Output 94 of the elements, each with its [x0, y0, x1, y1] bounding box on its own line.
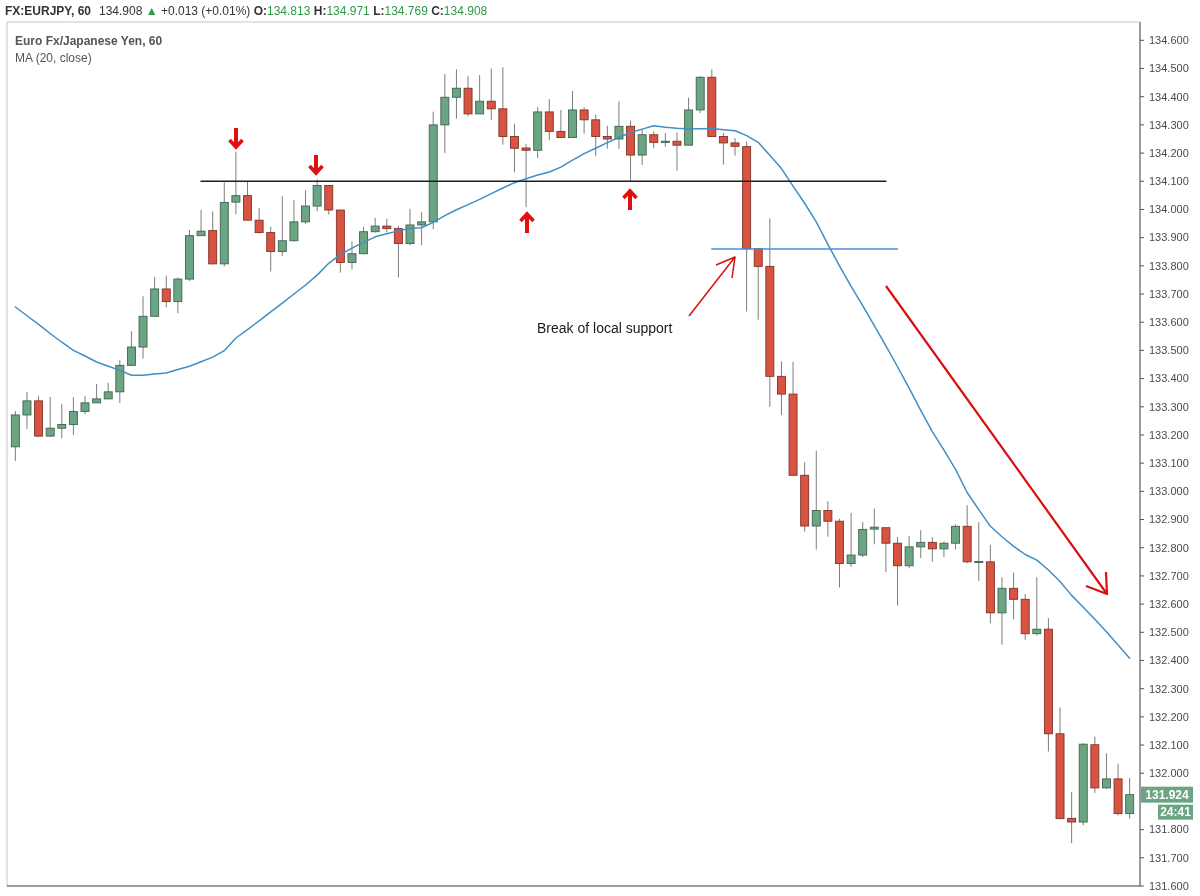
- text: Euro Fx/Japanese Yen, 60: [15, 34, 163, 48]
- candlestick: [893, 536, 902, 607]
- y-tick-label: 132.500: [1149, 626, 1189, 639]
- candlestick: [916, 529, 926, 559]
- text: 24:41: [1160, 805, 1192, 820]
- candlestick: [730, 137, 740, 157]
- candlestick: [776, 360, 786, 416]
- candlestick: [277, 195, 287, 257]
- annotation: Break of local support: [537, 320, 673, 336]
- y-tick-label: 131.800: [1149, 823, 1189, 836]
- candlestick: [1102, 752, 1111, 790]
- y-tick-label: 131.600: [1149, 879, 1189, 892]
- y-tick-label: 133.000: [1149, 485, 1189, 498]
- chart-title: FX:EURJPY, 60: [5, 4, 92, 18]
- y-tick-label: 133.400: [1149, 372, 1189, 385]
- candlestick: [80, 395, 90, 415]
- candlestick: [289, 199, 299, 242]
- y-tick-label: 134.500: [1149, 62, 1189, 75]
- candlestick: [672, 132, 682, 172]
- candlestick: [196, 209, 206, 237]
- y-tick-label: 134.400: [1149, 90, 1189, 103]
- candlestick: [359, 226, 369, 255]
- candlestick: [614, 100, 624, 150]
- candlestick: [173, 276, 183, 314]
- y-tick-label: 132.000: [1149, 767, 1189, 780]
- candlestick: [1067, 791, 1077, 844]
- y-tick-label: 133.800: [1149, 259, 1189, 272]
- y-tick-label: 134.200: [1149, 146, 1189, 159]
- candlestick: [927, 536, 937, 563]
- candlestick: [811, 450, 821, 550]
- y-tick-label: 134.100: [1149, 175, 1189, 188]
- candlestick: [231, 151, 241, 215]
- candlestick: [869, 508, 879, 545]
- text: 131.924: [1145, 787, 1190, 802]
- candlestick: [1125, 777, 1135, 820]
- y-tick-label: 132.800: [1149, 541, 1189, 554]
- candlestick: [510, 123, 519, 173]
- candlestick: [637, 129, 647, 166]
- candlestick: [951, 523, 961, 550]
- candlestick: [939, 541, 949, 558]
- candlestick: [591, 114, 601, 157]
- candlestick: [544, 98, 554, 141]
- y-tick-label: 133.500: [1149, 344, 1189, 357]
- y-tick-label: 132.200: [1149, 710, 1189, 723]
- candlestick: [556, 109, 566, 139]
- candlestick: [451, 68, 461, 120]
- y-tick-label: 133.200: [1149, 428, 1189, 441]
- candlestick: [881, 527, 891, 573]
- annotation: MA (20, close): [15, 51, 92, 65]
- candlestick: [161, 275, 171, 308]
- candlestick: [974, 521, 984, 582]
- candlestick: [266, 226, 276, 272]
- candlestick: [417, 211, 427, 246]
- candlestick: [486, 68, 496, 121]
- candlestick: [475, 74, 485, 115]
- y-tick-label: 133.300: [1149, 400, 1189, 413]
- candlestick: [846, 512, 856, 568]
- candlestick: [1032, 576, 1042, 636]
- candlestick: [602, 125, 612, 150]
- y-tick-label: 132.400: [1149, 654, 1189, 667]
- candlestick: [405, 208, 415, 246]
- candlestick: [22, 391, 32, 430]
- candlestick: [126, 330, 136, 366]
- candlestick: [347, 240, 357, 270]
- candlestick: [92, 383, 102, 404]
- candlestick: [521, 143, 531, 208]
- candlestick: [301, 189, 310, 225]
- y-tick-label: 132.600: [1149, 597, 1189, 610]
- y-tick-label: 133.700: [1149, 287, 1189, 300]
- candlestick: [718, 132, 728, 166]
- candlestick: [68, 396, 78, 436]
- candlestick: [312, 179, 322, 212]
- candlestick: [904, 535, 914, 569]
- candlestick: [393, 225, 403, 278]
- y-tick-label: 132.900: [1149, 513, 1189, 526]
- candlestick: [1009, 572, 1019, 620]
- candlestick: [579, 106, 589, 135]
- y-tick-label: 134.000: [1149, 203, 1189, 216]
- y-tick-label: 132.300: [1149, 682, 1189, 695]
- candlestick: [45, 396, 55, 438]
- candlestick: [753, 248, 763, 321]
- line-series: [14, 124, 1131, 659]
- y-tick-label: 132.700: [1149, 569, 1189, 582]
- y-tick-label: 133.600: [1149, 316, 1189, 329]
- y-tick-label: 134.300: [1149, 118, 1189, 131]
- candlestick: [254, 207, 264, 234]
- y-tick-label: 133.100: [1149, 457, 1189, 470]
- candlestick: [823, 500, 833, 538]
- y-tick-label: 132.100: [1149, 738, 1189, 751]
- y-tick-label: 131.700: [1149, 851, 1189, 864]
- y-tick-label: 133.900: [1149, 231, 1189, 244]
- text: 134.908 ▲ +0.013 (+0.01%) O:134.813 H:134.971 L:134.769 C:134.908: [99, 4, 488, 18]
- y-tick-label: 134.600: [1149, 34, 1189, 47]
- candlestick: [57, 403, 67, 439]
